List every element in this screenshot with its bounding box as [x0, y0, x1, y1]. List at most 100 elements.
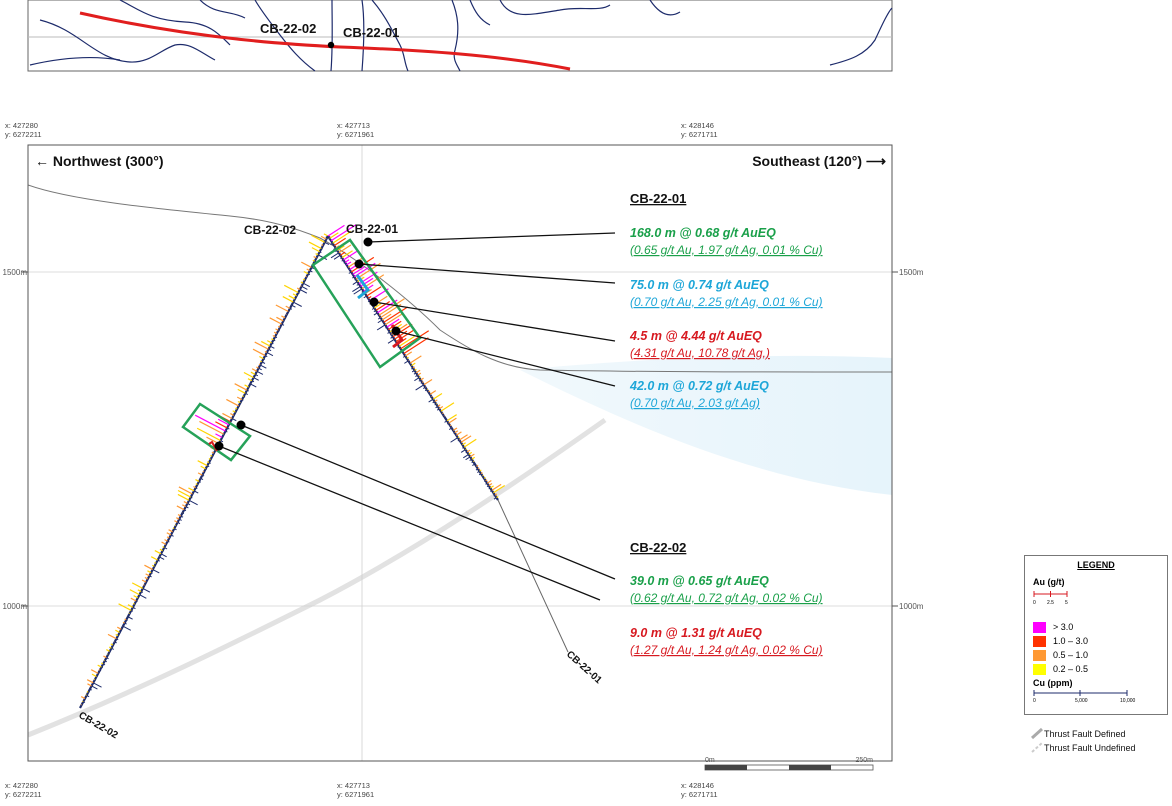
legend-cu-tick-1: 5,000 [1075, 698, 1088, 704]
intercept-6-main: 9.0 m @ 1.31 g/t AuEQ [630, 626, 762, 640]
assay-cu-bar [414, 377, 420, 382]
assay-au-bar [489, 485, 494, 489]
assay-au-bar [387, 320, 402, 331]
assay-cu-bar [150, 572, 153, 574]
coord-top-right-y: y: 6271711 [681, 130, 718, 139]
assay-cu-bar [246, 389, 249, 392]
assay-cu-bar [253, 377, 259, 381]
assay-cu-bar [490, 489, 493, 492]
assay-au-bar [247, 378, 253, 382]
assay-cu-bar [302, 282, 311, 288]
assay-au-bar [234, 383, 248, 391]
assay-au-bar [106, 649, 111, 652]
assay-au-bar [183, 501, 188, 504]
assay-au-bar [168, 529, 173, 533]
assay-cu-bar [420, 381, 423, 384]
assay-au-bar [108, 646, 112, 649]
assay-au-bar [494, 493, 498, 496]
intercept-6-detail: (1.27 g/t Au, 1.24 g/t Ag, 0.02 % Cu) [630, 643, 823, 657]
intercept-3-detail: (4.31 g/t Au, 10.78 g/t Ag,) [630, 346, 770, 360]
assay-au-bar [208, 457, 211, 460]
assay-au-bar [164, 539, 168, 542]
legend-swatch-1-3 [1033, 636, 1046, 647]
hole-label-cb-22-02-collar: CB-22-02 [244, 223, 296, 237]
assay-au-bar [329, 232, 339, 239]
assay-cu-bar [195, 487, 198, 489]
assay-au-bar [132, 602, 135, 605]
assay-au-bar [176, 505, 185, 511]
section-frame [27, 144, 893, 762]
drillhole-cb-22-01-tail [497, 499, 569, 653]
assay-cu-bar [111, 647, 114, 650]
hole-title-cb-22-02: CB-22-02 [630, 540, 686, 555]
hole-title-cb-22-01: CB-22-01 [630, 191, 686, 206]
assay-au-bar [485, 479, 488, 482]
assay-au-bar [86, 691, 89, 693]
assay-au-bar [418, 376, 421, 379]
assay-au-bar [242, 395, 244, 398]
assay-cu-bar [390, 333, 392, 336]
assay-cu-bar [198, 480, 201, 483]
assay-au-bar [336, 245, 345, 251]
assay-cu-bar [330, 252, 340, 259]
assay-cu-bar [307, 273, 311, 276]
assay-au-bar [312, 259, 316, 262]
assay-au-bar [403, 337, 429, 355]
assay-au-bar [383, 306, 408, 323]
assay-cu-bar [104, 660, 108, 663]
assay-au-bar [378, 298, 405, 316]
assay-cu-bar [284, 317, 287, 319]
assay-cu-bar [268, 348, 272, 352]
assay-au-bar [210, 454, 213, 457]
assay-cu-bar [170, 534, 174, 537]
assay-cu-bar [207, 465, 210, 468]
assay-cu-bar [160, 553, 167, 558]
coordinate-labels: x: 427280 y: 6272211 x: 427713 y: 627196… [5, 121, 718, 799]
assay-au-bar [118, 603, 132, 611]
assay-cu-bar [446, 422, 449, 425]
assay-au-bar [321, 244, 324, 246]
thrust-fault-defined [28, 417, 607, 738]
assay-cu-bar [84, 698, 87, 700]
assay-au-bar [398, 336, 415, 347]
intercept-2-main: 75.0 m @ 0.74 g/t AuEQ [630, 278, 769, 292]
assay-au-bar [222, 412, 233, 420]
assay-au-bar [415, 369, 421, 374]
assay-cu-bar [174, 528, 177, 531]
assay-cu-bar [493, 497, 497, 500]
assay-cu-bar [377, 317, 381, 320]
assay-au-bar [463, 438, 477, 448]
legend-fault-icons [1030, 727, 1044, 753]
assay-cu-bar [157, 559, 161, 562]
assay-au-bar [303, 270, 309, 275]
assay-au-bar [460, 435, 472, 443]
assay-au-bar [193, 485, 197, 489]
assay-au-bar [226, 398, 239, 407]
elev-1000-left: 1000m [3, 602, 28, 611]
assay-cu-bar [301, 285, 308, 290]
legend-au-tick-0: 0 [1033, 600, 1036, 606]
interval-box-cb-22-02 [181, 402, 252, 462]
assay-au-bar [333, 237, 346, 247]
assay-au-bar [327, 224, 345, 237]
assay-au-bar [459, 434, 468, 441]
assay-au-bar [457, 436, 460, 439]
assay-cu-bar [139, 594, 147, 599]
assay-cu-bar [122, 625, 132, 631]
assay-cu-bar [269, 345, 275, 349]
topography-line [28, 184, 892, 373]
assay-cu-bar [142, 587, 151, 593]
assay-au-bar [302, 278, 306, 281]
assay-cu-bar [376, 324, 386, 331]
inset-label-cb-22-01: CB-22-01 [343, 25, 399, 40]
coord-top-right-x: x: 428146 [681, 121, 714, 130]
elev-1500-left: 1500m [3, 268, 28, 277]
assay-au-bar [277, 325, 281, 328]
hole-label-cb-22-01-collar: CB-22-01 [346, 222, 398, 236]
intercept-2-detail: (0.70 g/t Au, 2.25 g/t Ag, 0.01 % Cu) [630, 295, 823, 309]
assay-cu-bar [387, 338, 395, 344]
assay-cu-bar [193, 490, 199, 494]
assay-cu-bar [348, 271, 352, 274]
assay-au-bar [275, 328, 279, 331]
assay-cu-bar [304, 279, 307, 282]
